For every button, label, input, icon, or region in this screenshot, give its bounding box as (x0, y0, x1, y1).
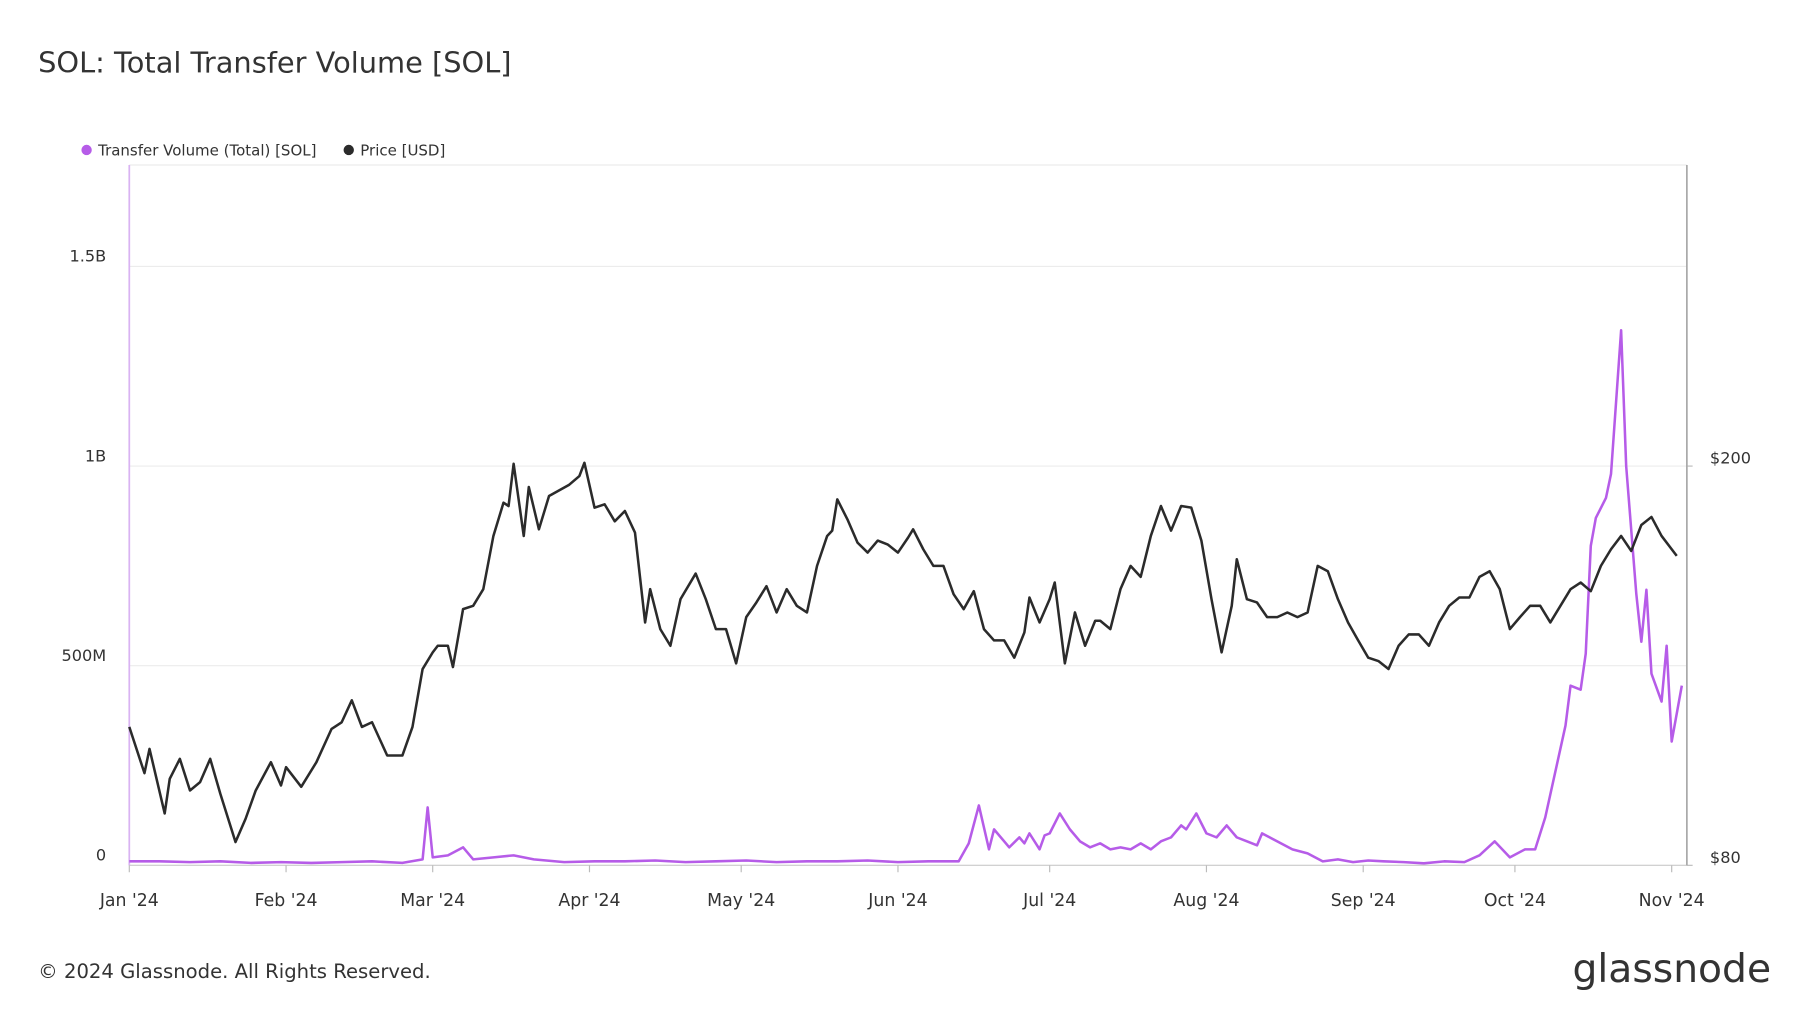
y-tick-label: 1.5B (69, 247, 106, 266)
legend-marker (81, 144, 92, 156)
y2-tick-label: $200 (1710, 449, 1751, 468)
x-tick-label: May '24 (707, 891, 775, 911)
x-tick-label: Feb '24 (255, 891, 318, 911)
y-tick-label: 500M (61, 646, 106, 665)
y-tick-label: 0 (96, 846, 106, 865)
brand-logo: glassnode (1573, 947, 1772, 992)
x-tick-label: Sep '24 (1331, 891, 1396, 911)
y2-tick-label: $80 (1710, 848, 1741, 867)
x-tick-label: Oct '24 (1484, 891, 1546, 911)
legend-label: Transfer Volume (Total) [SOL] (97, 142, 316, 160)
series-line (128, 461, 1678, 844)
chart-title: SOL: Total Transfer Volume [SOL] (38, 46, 511, 80)
x-tick-label: Jul '24 (1022, 891, 1076, 911)
x-tick-label: Jan '24 (99, 891, 159, 911)
x-tick-label: Apr '24 (558, 891, 620, 911)
x-tick-label: Mar '24 (400, 891, 465, 911)
legend-marker (343, 144, 354, 156)
x-tick-label: Nov '24 (1639, 891, 1705, 911)
x-tick-label: Jun '24 (867, 891, 927, 911)
footer: © 2024 Glassnode. All Rights Reserved. (38, 960, 431, 983)
y-tick-label: 1B (85, 446, 106, 465)
legend-label: Price [USD] (360, 142, 445, 160)
series-line (129, 329, 1684, 865)
x-tick-label: Aug '24 (1173, 891, 1239, 911)
